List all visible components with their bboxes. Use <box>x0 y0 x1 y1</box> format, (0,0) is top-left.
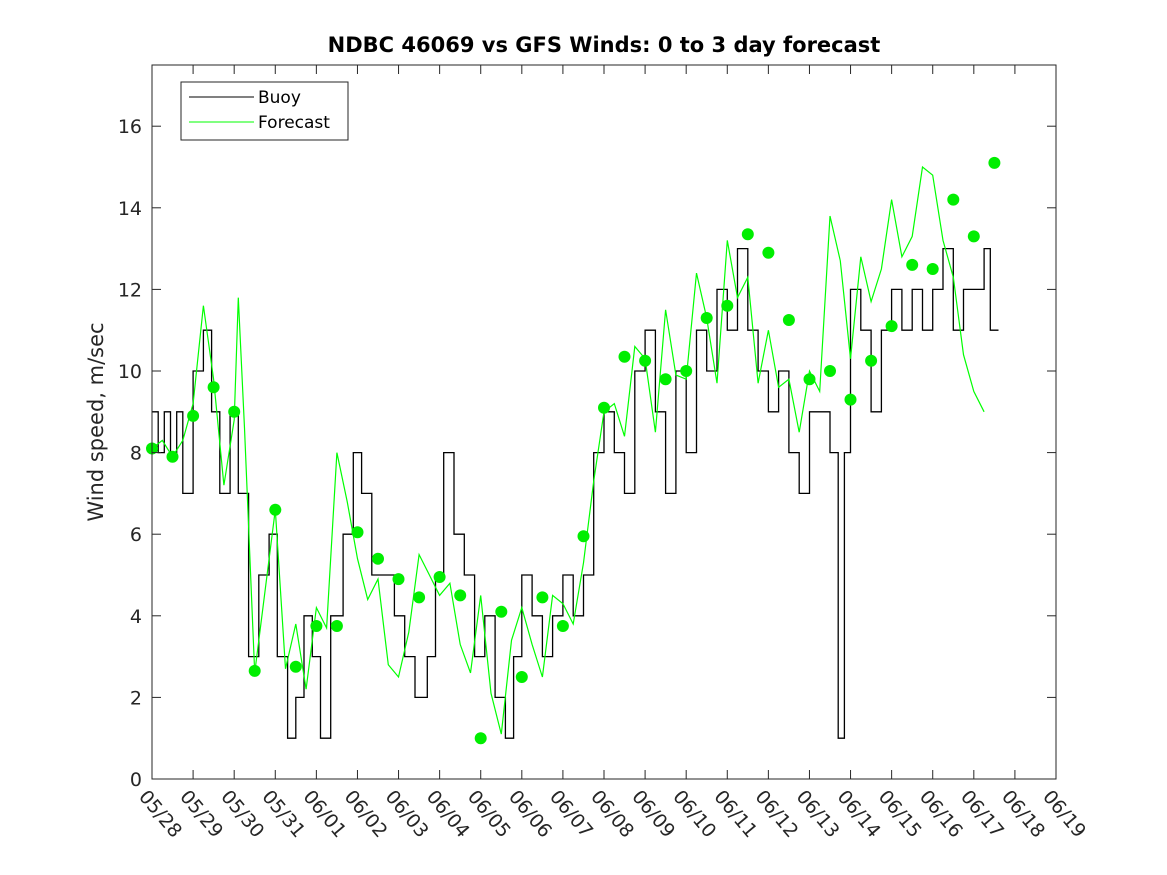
x-tick-label-0: 05/28 <box>134 786 186 842</box>
legend-box <box>180 81 349 141</box>
marker-point-2 <box>187 409 200 422</box>
marker-point-30 <box>762 246 775 259</box>
marker-point-31 <box>782 314 795 326</box>
x-tick-label-9: 06/06 <box>504 786 556 842</box>
marker-point-25 <box>659 373 672 386</box>
x-tick-label-15: 06/12 <box>751 786 803 842</box>
y-tick-label-4: 8 <box>130 443 142 465</box>
marker-point-13 <box>413 591 426 604</box>
marker-point-20 <box>556 620 569 632</box>
x-tick-label-6: 06/03 <box>381 786 433 842</box>
x-tick-label-20: 06/17 <box>956 786 1008 842</box>
marker-point-34 <box>844 393 857 406</box>
y-tick-label-3: 6 <box>130 524 142 546</box>
marker-point-41 <box>988 156 1001 169</box>
x-tick-label-2: 05/30 <box>216 786 268 842</box>
y-tick-label-5: 10 <box>118 361 142 383</box>
marker-point-36 <box>885 320 898 333</box>
x-tick-label-7: 06/04 <box>422 786 474 842</box>
marker-point-11 <box>372 552 384 565</box>
marker-point-32 <box>803 373 816 386</box>
x-tick-label-12: 06/09 <box>627 786 679 842</box>
legend: Buoy Forecast <box>180 81 349 141</box>
y-axis-label: Wind speed, m/sec <box>84 322 108 521</box>
marker-point-27 <box>700 312 713 324</box>
marker-point-7 <box>289 660 302 673</box>
chart-title: NDBC 46069 vs GFS Winds: 0 to 3 day fore… <box>328 33 881 57</box>
marker-point-35 <box>865 354 878 367</box>
x-tick-label-10: 06/07 <box>545 786 597 842</box>
marker-point-39 <box>947 193 960 206</box>
marker-point-6 <box>269 503 282 516</box>
y-tick-label-7: 14 <box>118 198 142 220</box>
marker-point-38 <box>926 263 939 275</box>
marker-point-12 <box>392 573 405 586</box>
x-tick-label-18: 06/15 <box>874 786 926 842</box>
marker-point-28 <box>721 299 734 312</box>
marker-point-26 <box>680 365 693 377</box>
y-tick-label-1: 2 <box>130 687 142 709</box>
marker-point-37 <box>906 258 919 271</box>
x-tick-label-19: 06/16 <box>915 786 967 842</box>
marker-point-40 <box>967 230 980 243</box>
marker-point-33 <box>824 365 836 377</box>
x-tick-label-22: 06/19 <box>1038 786 1090 842</box>
marker-point-3 <box>207 381 220 394</box>
marker-point-24 <box>639 354 652 367</box>
x-tick-label-14: 06/11 <box>709 786 761 842</box>
marker-point-29 <box>741 228 754 241</box>
x-tick-label-17: 06/14 <box>833 786 885 842</box>
marker-point-4 <box>228 405 241 418</box>
legend-label-forecast: Forecast <box>258 113 330 133</box>
marker-point-15 <box>454 589 467 602</box>
marker-point-8 <box>310 620 323 632</box>
marker-point-14 <box>433 571 446 583</box>
y-tick-label-0: 0 <box>130 769 142 791</box>
marker-point-18 <box>515 671 528 683</box>
marker-point-23 <box>618 350 631 363</box>
x-tick-label-8: 06/05 <box>463 786 515 842</box>
y-tick-label-8: 16 <box>118 116 142 138</box>
x-tick-label-21: 06/18 <box>997 786 1049 842</box>
y-tick-label-6: 12 <box>118 279 142 301</box>
x-tick-label-16: 06/13 <box>792 786 844 842</box>
series-line-forecast <box>151 165 985 735</box>
y-tick-label-2: 4 <box>130 606 142 628</box>
marker-point-9 <box>330 620 343 632</box>
marker-point-21 <box>577 530 590 543</box>
x-tick-label-1: 05/29 <box>175 786 227 842</box>
marker-point-19 <box>536 591 549 604</box>
marker-point-16 <box>474 732 487 745</box>
x-tick-label-13: 06/10 <box>668 786 720 842</box>
marker-point-5 <box>248 664 261 677</box>
marker-point-1 <box>166 450 179 463</box>
marker-point-10 <box>351 526 364 539</box>
marker-point-22 <box>598 401 610 414</box>
x-tick-label-3: 05/31 <box>257 786 309 842</box>
x-tick-label-5: 06/02 <box>340 786 392 842</box>
legend-label-buoy: Buoy <box>258 88 301 108</box>
x-tick-label-4: 06/01 <box>299 786 351 842</box>
x-tick-label-11: 06/08 <box>586 786 638 842</box>
marker-point-17 <box>495 605 508 618</box>
